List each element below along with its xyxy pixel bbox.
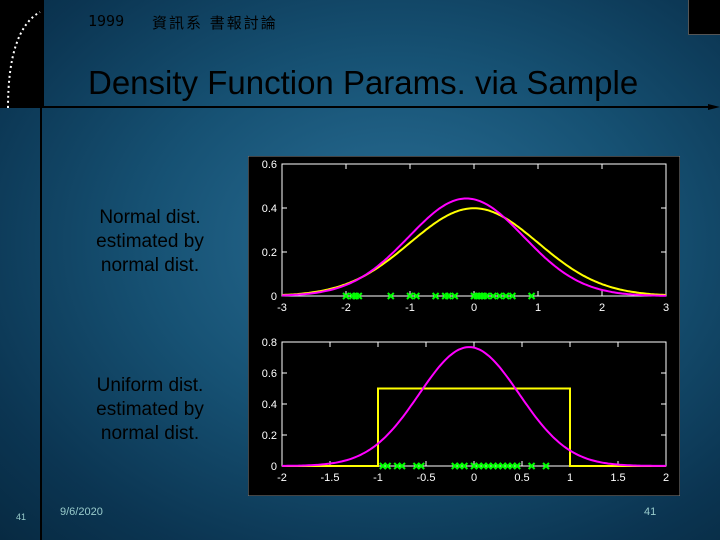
x-tick-label: -1.5 — [321, 472, 340, 484]
y-tick-label: 0 — [271, 461, 277, 473]
y-tick-label: 0.8 — [262, 337, 277, 349]
sample-marker — [502, 292, 510, 300]
sample-marker — [431, 292, 440, 300]
slide-title: Density Function Params. via Sample — [88, 64, 639, 101]
caption-normal-line2: estimated by — [96, 231, 204, 252]
sample-marker-stroke — [412, 292, 421, 300]
caption-uniform-line1: Uniform dist. — [96, 375, 204, 396]
sample-marker-stroke — [342, 292, 350, 300]
sample-marker — [412, 292, 421, 300]
chart-panel-2: 0 0.2 0.4 0.6 0.8 -2 -1.5 -1 -0.5 0 0.5 1 1.5 2 — [262, 337, 669, 484]
sample-marker-stroke — [387, 292, 395, 300]
title-underline-arrow — [40, 104, 720, 110]
sample-marker-stroke — [483, 292, 491, 300]
caption-uniform-line3: normal dist. — [100, 423, 200, 444]
sample-marker-stroke — [431, 292, 440, 300]
series-line-1 — [282, 387, 666, 467]
caption-uniform-line2: estimated by — [96, 399, 204, 420]
sample-marker — [406, 292, 414, 300]
x-tick-label: 1 — [535, 302, 541, 314]
caption-normal: Normal dist. estimated by normal dist. — [70, 206, 230, 278]
caption-normal-line1: Normal dist. — [99, 207, 201, 228]
sample-marker — [508, 292, 517, 300]
sample-marker — [460, 462, 469, 470]
sample-marker — [527, 292, 536, 300]
sample-marker — [444, 292, 453, 300]
sample-marker-stroke — [460, 462, 469, 470]
header-year: 1999 — [88, 12, 125, 30]
sample-marker-stroke — [417, 462, 425, 470]
sample-marker-stroke — [502, 292, 510, 300]
x-tick-label: 1 — [567, 472, 573, 484]
sample-marker-stroke — [495, 292, 504, 300]
sample-marker-stroke — [444, 292, 453, 300]
y-tick-label: 0.6 — [262, 159, 277, 171]
header-course: 資訊系 書報討論 — [152, 14, 278, 32]
sample-marker — [383, 462, 392, 470]
sample-marker-stroke — [527, 292, 536, 300]
sample-marker-stroke — [489, 292, 497, 300]
sample-marker — [495, 292, 504, 300]
sample-marker-stroke — [406, 292, 414, 300]
figure-background — [248, 156, 680, 496]
sample-marker — [451, 292, 459, 300]
sample-marker — [417, 462, 425, 470]
sample-marker — [355, 292, 363, 300]
x-tick-label: -3 — [277, 302, 287, 314]
footer-date: 9/6/2020 — [60, 506, 103, 518]
x-tick-label: -2 — [277, 472, 287, 484]
x-tick-label: 2 — [663, 472, 669, 484]
decorative-corner-arc — [7, 11, 41, 109]
sample-marker-stroke — [383, 462, 392, 470]
sample-marker — [342, 292, 350, 300]
sample-marker — [489, 292, 497, 300]
sample-marker — [527, 462, 536, 470]
sample-marker — [513, 462, 521, 470]
caption-normal-line3: normal dist. — [100, 255, 200, 276]
density-figure: 0 0.2 0.4 0.6 -3 -2 -1 0 1 2 3 0 0.2 0.4 0.6 0.8 -2 -1.5 -… — [248, 156, 680, 496]
y-tick-label: 0.2 — [262, 430, 277, 442]
sample-marker — [387, 292, 395, 300]
x-tick-label: -1 — [373, 472, 383, 484]
y-tick-label: 0.4 — [262, 399, 277, 411]
decorative-corner-square — [688, 0, 720, 35]
sample-marker-stroke — [542, 462, 550, 470]
series-line-2 — [282, 346, 666, 467]
sample-marker-stroke — [513, 462, 521, 470]
sample-marker-stroke — [508, 292, 517, 300]
y-tick-label: 0.6 — [262, 368, 277, 380]
x-tick-label: 0 — [471, 472, 477, 484]
footer-slide-number: 41 — [16, 512, 27, 522]
decorative-corner-bar — [0, 0, 44, 108]
x-tick-label: 1.5 — [610, 472, 625, 484]
sample-marker-stroke — [355, 292, 363, 300]
x-tick-label: 0.5 — [514, 472, 529, 484]
sample-marker — [483, 292, 491, 300]
x-tick-label: 3 — [663, 302, 669, 314]
x-tick-label: -2 — [341, 302, 351, 314]
chart-panel-1: 0 0.2 0.4 0.6 -3 -2 -1 0 1 2 3 — [262, 159, 669, 314]
x-tick-label: 0 — [471, 302, 477, 314]
sample-marker-stroke — [398, 462, 406, 470]
sample-marker — [398, 462, 406, 470]
y-tick-label: 0.4 — [262, 203, 277, 215]
sample-marker-stroke — [451, 292, 459, 300]
x-tick-label: -1 — [405, 302, 415, 314]
decorative-vertical-line — [40, 100, 42, 540]
caption-uniform: Uniform dist. estimated by normal dist. — [70, 374, 230, 446]
x-tick-label: -0.5 — [417, 472, 436, 484]
sample-marker — [542, 462, 550, 470]
footer-page-number: 41 — [644, 506, 657, 518]
y-tick-label: 0.2 — [262, 247, 277, 259]
x-tick-label: 2 — [599, 302, 605, 314]
sample-marker-stroke — [527, 462, 536, 470]
series-line-2 — [282, 197, 667, 297]
y-tick-label: 0 — [271, 291, 277, 303]
